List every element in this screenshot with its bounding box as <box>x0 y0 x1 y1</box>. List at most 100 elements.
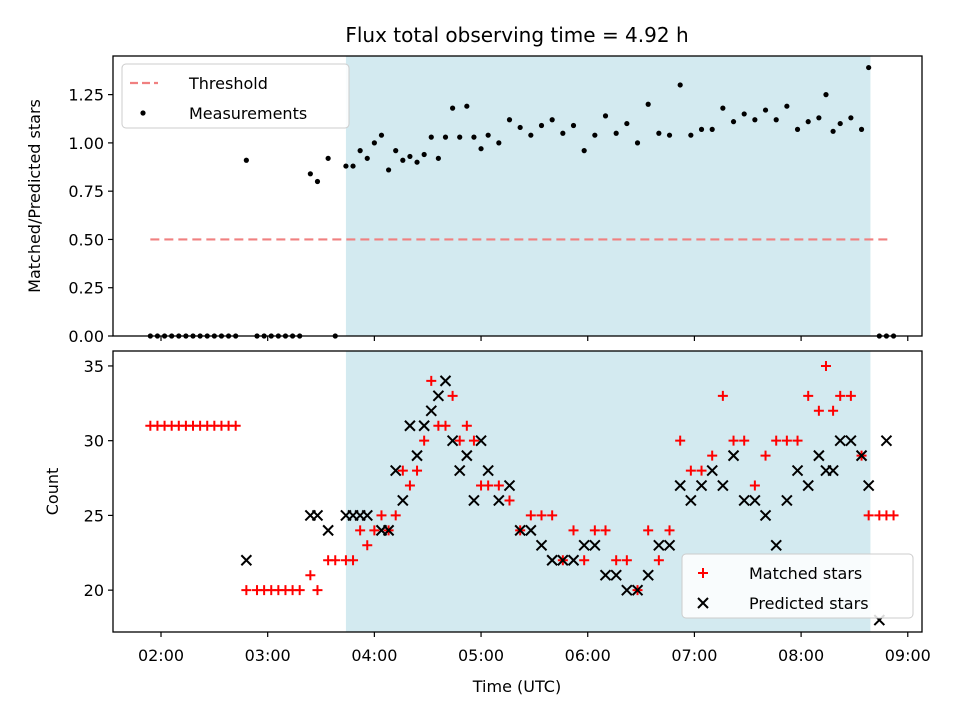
predicted-point <box>240 554 253 566</box>
matched-point <box>760 450 771 461</box>
measurement-point <box>485 132 491 138</box>
predicted-point <box>781 494 793 507</box>
measurement-point <box>407 153 413 160</box>
measurement-point <box>357 148 363 154</box>
y-tick-label: 0.75 <box>68 182 104 201</box>
predicted-point <box>610 569 622 581</box>
predicted-point <box>503 479 516 492</box>
matched-point <box>813 405 824 416</box>
matched-point <box>664 525 675 536</box>
predicted-point <box>827 464 839 477</box>
matched-point <box>568 525 579 536</box>
matched-point <box>835 390 846 401</box>
measurement-point <box>435 155 441 161</box>
measurement-point <box>866 64 872 71</box>
matched-point <box>305 570 316 581</box>
matched-point <box>230 420 241 431</box>
matched-point <box>707 450 718 461</box>
matched-point <box>888 510 899 521</box>
predicted-point <box>631 584 644 596</box>
axes-frame <box>112 350 923 633</box>
x-axis-title: Time (UTC) <box>472 677 561 696</box>
predicted-point <box>749 494 761 507</box>
measurement-point <box>698 126 705 132</box>
measurement-point <box>538 122 545 129</box>
measurement-point <box>517 124 523 131</box>
measurement-point <box>400 157 406 163</box>
legend-label: Measurements <box>189 104 307 123</box>
x-tick-label: 05:00 <box>458 646 504 665</box>
matched-point <box>621 555 632 566</box>
matched-point <box>792 435 803 446</box>
measurement-point <box>549 117 555 123</box>
matched-point <box>685 465 696 476</box>
predicted-point <box>674 479 686 492</box>
measurement-point <box>688 132 694 138</box>
measurement-point <box>393 148 399 154</box>
measurement-point <box>325 155 331 161</box>
predicted-point <box>397 494 409 507</box>
predicted-point <box>589 539 601 552</box>
measurement-point <box>570 122 577 129</box>
matched-point <box>589 525 600 536</box>
bottom-panel: 20 25 30 35 02:00 03:00 04:00 05:00 06:00 07:00 08… <box>43 350 931 665</box>
chart-title: Flux total observing time = 4.92 h <box>345 23 688 47</box>
matched-point <box>845 390 856 401</box>
matched-point <box>468 435 479 446</box>
measurement-point <box>837 120 843 127</box>
matched-point <box>781 435 792 446</box>
predicted-point <box>418 420 430 432</box>
measurement-point <box>592 132 598 138</box>
measurement-point <box>371 140 377 146</box>
top-panel: 0.00 0.25 0.50 0.75 1.00 1.25 Matched/Predicte… <box>25 55 923 346</box>
measurement-point <box>805 119 811 125</box>
matched-point <box>504 495 515 506</box>
measurement-point <box>752 117 758 123</box>
predicted-point <box>727 449 740 462</box>
measurement-point <box>645 101 651 107</box>
measurement-point <box>624 120 630 127</box>
matched-point <box>717 390 728 401</box>
predicted-point <box>525 524 537 537</box>
measurement-point <box>343 163 349 169</box>
measurement-point <box>450 105 456 111</box>
matched-point <box>536 510 547 521</box>
matched-point <box>803 390 814 401</box>
measurement-point <box>666 132 673 138</box>
predicted-point <box>311 509 324 522</box>
matched-point <box>241 585 252 596</box>
matched-point <box>355 525 366 536</box>
y-tick-label: 0.25 <box>68 279 104 298</box>
predicted-point <box>880 434 893 447</box>
matched-point <box>454 435 465 446</box>
matched-point <box>493 480 504 491</box>
predicted-point <box>770 539 782 552</box>
predicted-point <box>382 524 395 537</box>
predicted-point <box>642 569 654 581</box>
matched-point <box>600 525 611 536</box>
series-measurements <box>147 64 897 339</box>
x-tick-label: 02:00 <box>138 646 184 665</box>
matched-point <box>330 555 341 566</box>
measurement-point <box>307 171 313 177</box>
predicted-point <box>813 449 825 462</box>
matched-point <box>390 510 401 521</box>
matched-point <box>294 585 305 596</box>
predicted-point <box>738 494 750 507</box>
matched-point <box>653 555 664 566</box>
measurement-point <box>428 134 434 140</box>
predicted-point <box>482 464 494 477</box>
matched-point <box>820 360 831 371</box>
matched-point <box>376 510 387 521</box>
matched-point <box>369 525 380 536</box>
observing-window-shade <box>345 56 871 336</box>
measurement-point <box>848 115 854 121</box>
legend-label: Threshold <box>188 74 268 93</box>
predicted-point <box>439 375 452 387</box>
predicted-point <box>802 479 814 492</box>
predicted-point <box>535 539 548 552</box>
measurement-point <box>243 157 249 163</box>
predicted-point <box>557 554 569 566</box>
predicted-point <box>855 449 868 462</box>
